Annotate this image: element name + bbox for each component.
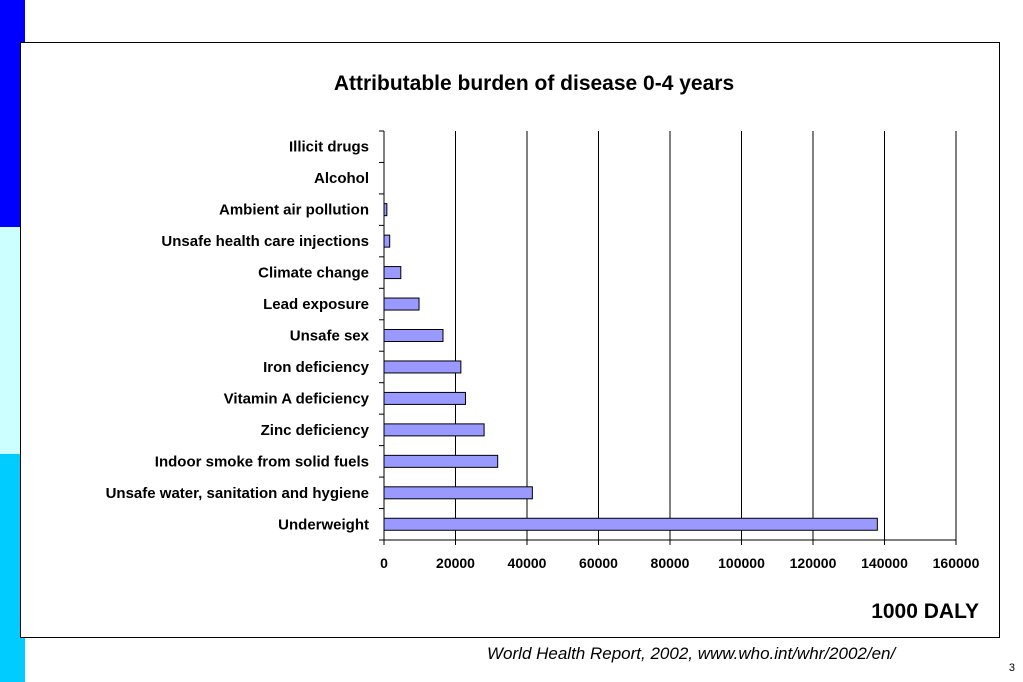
category-label: Illicit drugs: [289, 139, 369, 156]
category-label: Indoor smoke from solid fuels: [155, 453, 369, 470]
bar: [383, 266, 402, 280]
bar: [383, 234, 391, 248]
bar: [383, 360, 462, 374]
category-label: Unsafe health care injections: [161, 233, 369, 250]
x-tick-label: 60000: [579, 555, 618, 571]
x-tick-label: 120000: [790, 555, 837, 571]
x-tick-label: 160000: [933, 555, 980, 571]
x-tick-label: 140000: [861, 555, 908, 571]
source-citation: World Health Report, 2002, www.who.int/w…: [487, 644, 896, 663]
chart-frame: [20, 42, 1000, 638]
category-label: Vitamin A deficiency: [224, 390, 370, 407]
category-label: Underweight: [278, 516, 369, 533]
page-number: 3: [1008, 662, 1015, 674]
category-label: Alcohol: [314, 170, 369, 187]
bar: [383, 454, 499, 468]
category-label: Iron deficiency: [263, 359, 370, 376]
bar: [383, 517, 878, 531]
x-tick-label: 40000: [508, 555, 547, 571]
category-label: Lead exposure: [263, 296, 369, 313]
category-label: Climate change: [258, 265, 369, 282]
bar: [383, 297, 420, 311]
x-tick-label: 20000: [436, 555, 475, 571]
bar: [383, 329, 444, 342]
bar: [383, 423, 485, 437]
x-tick-label: 100000: [718, 555, 765, 571]
x-tick-label: 0: [380, 555, 388, 571]
axis-unit-label: 1000 DALY: [871, 600, 979, 623]
x-tick-label: 80000: [651, 555, 690, 571]
category-label: Unsafe water, sanitation and hygiene: [106, 485, 369, 502]
bar: [383, 391, 467, 405]
chart-title: Attributable burden of disease 0-4 years: [333, 72, 735, 95]
bar: [383, 203, 388, 217]
category-label: Zinc deficiency: [261, 422, 370, 439]
bar: [383, 486, 533, 500]
category-label: Unsafe sex: [290, 328, 370, 345]
category-label: Ambient air pollution: [219, 202, 369, 219]
